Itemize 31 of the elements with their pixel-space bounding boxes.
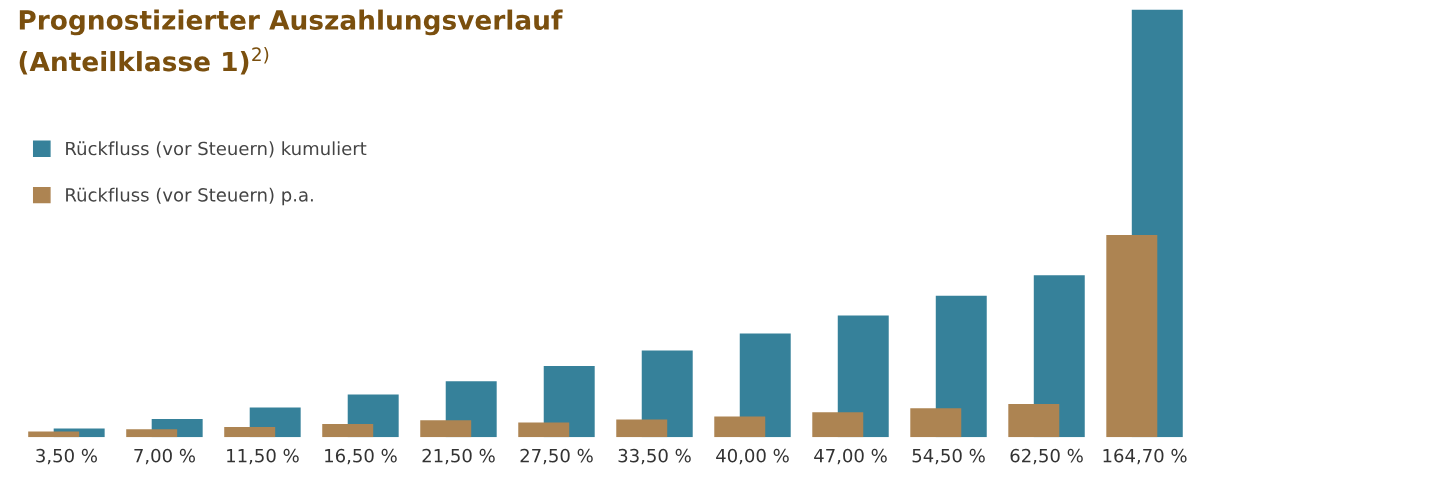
bar [224, 427, 276, 438]
x-tick-label: 33,50 % [618, 448, 691, 465]
bar [322, 424, 374, 438]
bar [616, 419, 668, 438]
bar [739, 333, 791, 438]
x-tick-label: 47,00 % [814, 448, 887, 465]
bar [714, 416, 766, 438]
bar [935, 295, 987, 438]
bar [910, 408, 962, 438]
bar [1033, 275, 1085, 438]
bar [28, 431, 80, 438]
legend-label: Rückfluss (vor Steuern) p.a. [66, 187, 313, 206]
x-tick-label: 3,50 % [36, 448, 97, 465]
bar [1106, 235, 1158, 438]
x-tick-label: 7,00 % [134, 448, 195, 465]
x-tick-label: 11,50 % [227, 448, 299, 465]
legend-label: Rückfluss (vor Steuern) kumuliert [66, 141, 367, 158]
x-tick-label: 62,50 % [1010, 448, 1083, 465]
x-tick-label: 54,50 % [912, 448, 985, 465]
x-tick-label: 40,00 % [716, 448, 789, 465]
bar [1008, 404, 1060, 438]
bar [126, 429, 178, 438]
bar [420, 420, 472, 438]
text: Prognostizierter Auszahlungsverlauf (Anteilklasse 1)$^{2)}$ [19, 9, 563, 75]
bar [837, 315, 889, 438]
x-tick-label: 16,50 % [325, 448, 397, 465]
x-tick-label: 27,50 % [520, 448, 593, 465]
bar [518, 422, 570, 438]
bar [812, 412, 864, 438]
x-tick-label: 21,50 % [422, 448, 495, 465]
x-tick-label: 164,70 % [1103, 448, 1187, 465]
